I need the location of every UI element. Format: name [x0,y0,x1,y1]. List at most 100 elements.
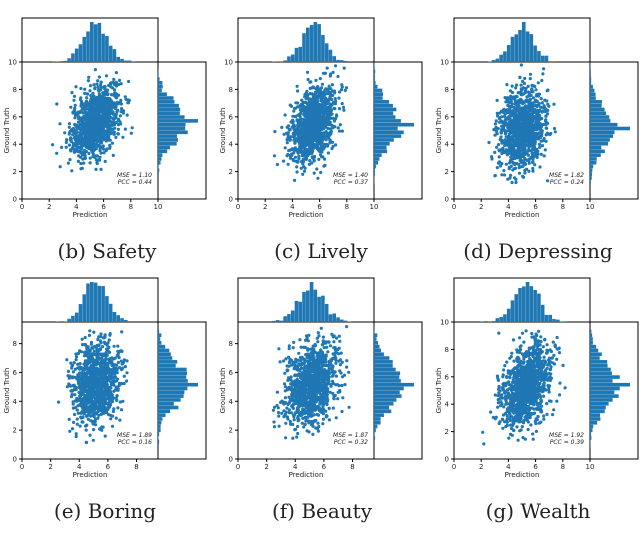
scatter-point [89,103,94,107]
histogram-bar [158,96,174,100]
scatter-point [88,161,92,165]
histogram-bar [321,35,325,62]
scatter-point [285,141,289,145]
scatter-point [99,88,103,92]
scatter-point [324,138,328,142]
scatter-point [109,390,113,394]
scatter-point [87,389,91,393]
scatter-point [494,119,498,123]
scatter-point [125,371,129,375]
scatter-point [86,377,90,382]
scatter-point [315,147,319,151]
scatter-point [87,333,92,337]
scatter-point [67,417,71,421]
scatter-point [319,117,323,122]
scatter-point [82,103,86,107]
scatter-point [93,68,97,72]
scatter-point [546,88,550,92]
scatter-point [91,91,95,95]
histogram-bar [306,27,310,63]
scatter-point [315,104,320,108]
scatter-point [315,87,319,91]
scatter-point [296,159,300,163]
scatter-point [83,87,87,91]
scatter-point [107,377,111,381]
scatter-point [530,120,534,124]
scatter-point [313,130,317,134]
scatter-point [335,336,339,340]
histogram-bar [97,22,102,62]
scatter-point [336,126,340,130]
scatter-point [298,133,302,137]
scatter-point [338,123,342,127]
histogram-bar [590,157,597,161]
histogram-bar [82,36,87,62]
histogram-bar [158,119,198,123]
scatter-point [102,105,106,109]
pcc-label: PCC = 0.24 [550,179,584,186]
scatter-point [75,417,79,421]
scatter-point [524,162,528,166]
scatter-point [526,84,530,88]
scatter-point [81,377,85,381]
scatter-point [83,115,87,119]
scatter-point [322,100,326,104]
scatter-point [336,74,340,79]
histogram-bar [63,60,68,62]
scatter-point [73,116,77,120]
scatter-point [79,350,83,354]
scatter-point [75,408,79,412]
scatter-point [499,131,503,135]
scatter-point [92,330,96,334]
scatter-point [86,417,90,421]
scatter-point [84,440,89,445]
histogram-bar [374,134,402,138]
scatter-point [79,161,83,166]
scatter-point [319,170,323,175]
scatter-point [106,371,110,375]
right-histogram [158,69,198,173]
scatter-point [338,129,342,133]
scatter-point [533,98,538,102]
scatter-point [116,127,120,131]
scatter-point [525,133,530,137]
histogram-bar [525,31,530,62]
scatter-point [292,148,296,152]
right-histogram [374,62,414,184]
scatter-point [534,131,538,135]
scatter-point [91,438,95,442]
scatter-point [79,96,83,100]
scatter-point [497,155,501,159]
scatter-point [535,135,539,139]
scatter-point [85,383,89,387]
x-tick-label: 10 [586,203,595,211]
histogram-bar [74,48,79,62]
y-tick-label: 6 [445,113,450,121]
scatter-point [84,119,88,123]
scatter-point [275,162,279,167]
scatter-point [522,127,526,131]
scatter-point [112,344,116,348]
top-histogram [272,22,348,63]
scatter-point [500,115,504,119]
scatter-point [114,71,118,75]
histogram-bar [590,107,605,112]
scatter-point [89,94,93,98]
scatter-point [310,92,314,96]
scatter-point [99,141,104,145]
scatter-point [487,140,491,145]
scatter-point [71,133,75,137]
scatter-point [509,130,513,134]
scatter-point [542,67,546,71]
scatter-point [299,166,303,170]
scatter-point [503,138,507,142]
y-tick-label: 2 [229,168,233,176]
scatter-point [105,401,109,405]
scatter-point [91,422,95,426]
histogram-bar [374,168,375,173]
scatter-point [299,117,303,121]
scatter-point [534,88,538,92]
histogram-bar [71,315,75,322]
scatter-point [81,406,85,410]
scatter-point [333,97,337,101]
